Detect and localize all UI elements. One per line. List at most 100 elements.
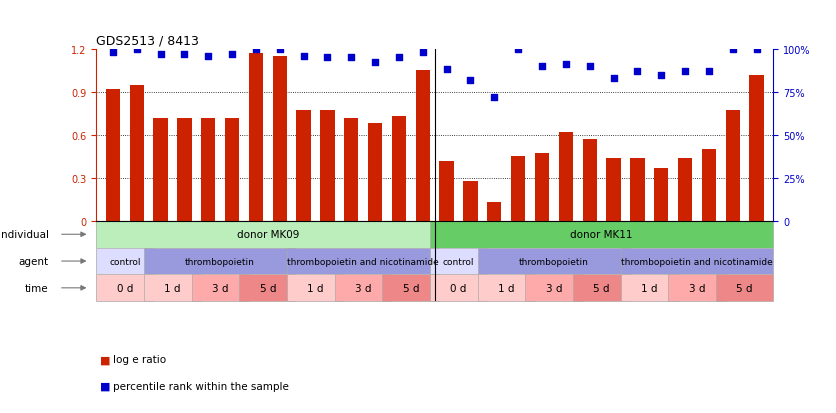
Point: [678, 69, 691, 75]
Point: [369, 60, 382, 66]
Bar: [96, 275, 153, 301]
Bar: [144, 248, 297, 275]
Point: [702, 69, 716, 75]
Bar: [430, 275, 487, 301]
Point: [297, 53, 310, 60]
Text: control: control: [443, 257, 474, 266]
Point: [416, 50, 430, 56]
Point: [201, 53, 215, 60]
Point: [154, 51, 167, 58]
Bar: [430, 248, 487, 275]
Bar: [477, 248, 630, 275]
Point: [344, 55, 358, 62]
Text: 3 d: 3 d: [689, 283, 706, 293]
Point: [583, 64, 596, 70]
Text: 1 d: 1 d: [641, 283, 658, 293]
Bar: [344, 118, 359, 221]
Text: 5 d: 5 d: [259, 283, 276, 293]
Point: [178, 51, 191, 58]
Point: [106, 50, 120, 56]
Bar: [749, 75, 764, 221]
Text: ■: ■: [100, 381, 111, 391]
Bar: [430, 221, 773, 248]
Point: [249, 46, 263, 53]
Bar: [239, 275, 297, 301]
Bar: [669, 275, 726, 301]
Bar: [153, 118, 168, 221]
Point: [226, 51, 239, 58]
Text: thrombopoietin: thrombopoietin: [186, 257, 255, 266]
Bar: [630, 158, 645, 221]
Point: [464, 77, 477, 84]
Bar: [297, 111, 311, 221]
Bar: [96, 221, 440, 248]
Point: [512, 46, 525, 53]
Text: agent: agent: [18, 256, 48, 266]
Point: [607, 76, 620, 82]
Bar: [415, 71, 430, 221]
Bar: [368, 124, 382, 221]
Bar: [606, 158, 620, 221]
Text: log e ratio: log e ratio: [113, 354, 166, 364]
Bar: [558, 133, 573, 221]
Point: [535, 64, 548, 70]
Text: ■: ■: [100, 354, 111, 364]
Text: 0 d: 0 d: [451, 283, 466, 293]
Point: [750, 46, 763, 53]
Bar: [105, 90, 120, 221]
Bar: [654, 169, 669, 221]
Bar: [273, 57, 287, 221]
Text: 3 d: 3 d: [212, 283, 228, 293]
Bar: [511, 157, 525, 221]
Text: 5 d: 5 d: [403, 283, 419, 293]
Text: thrombopoietin and nicotinamide: thrombopoietin and nicotinamide: [621, 257, 772, 266]
Bar: [334, 275, 392, 301]
Point: [487, 94, 501, 101]
Text: thrombopoietin and nicotinamide: thrombopoietin and nicotinamide: [288, 257, 439, 266]
Text: donor MK09: donor MK09: [237, 230, 299, 240]
Bar: [392, 117, 406, 221]
Point: [630, 69, 644, 75]
Bar: [573, 275, 630, 301]
Text: 1 d: 1 d: [498, 283, 514, 293]
Text: 1 d: 1 d: [308, 283, 324, 293]
Point: [273, 46, 287, 53]
Bar: [525, 275, 583, 301]
Bar: [382, 275, 440, 301]
Bar: [477, 275, 535, 301]
Bar: [620, 248, 773, 275]
Text: GDS2513 / 8413: GDS2513 / 8413: [96, 34, 199, 47]
Point: [655, 72, 668, 78]
Text: 5 d: 5 d: [737, 283, 753, 293]
Text: 3 d: 3 d: [546, 283, 562, 293]
Bar: [487, 203, 502, 221]
Bar: [130, 85, 144, 221]
Text: time: time: [25, 283, 48, 293]
Bar: [620, 275, 678, 301]
Point: [726, 46, 740, 53]
Point: [440, 67, 453, 74]
Bar: [678, 158, 692, 221]
Bar: [287, 275, 344, 301]
Text: percentile rank within the sample: percentile rank within the sample: [113, 381, 288, 391]
Text: 0 d: 0 d: [116, 283, 133, 293]
Bar: [726, 111, 740, 221]
Bar: [287, 248, 440, 275]
Point: [130, 46, 143, 53]
Point: [321, 55, 334, 62]
Bar: [177, 118, 191, 221]
Text: 5 d: 5 d: [594, 283, 610, 293]
Text: thrombopoietin: thrombopoietin: [519, 257, 589, 266]
Text: donor MK11: donor MK11: [570, 230, 633, 240]
Text: 3 d: 3 d: [355, 283, 371, 293]
Bar: [535, 154, 549, 221]
Text: control: control: [109, 257, 140, 266]
Bar: [583, 140, 597, 221]
Bar: [701, 150, 716, 221]
Bar: [716, 275, 773, 301]
Bar: [320, 111, 334, 221]
Point: [392, 55, 405, 62]
Bar: [463, 181, 477, 221]
Bar: [191, 275, 249, 301]
Text: 1 d: 1 d: [164, 283, 181, 293]
